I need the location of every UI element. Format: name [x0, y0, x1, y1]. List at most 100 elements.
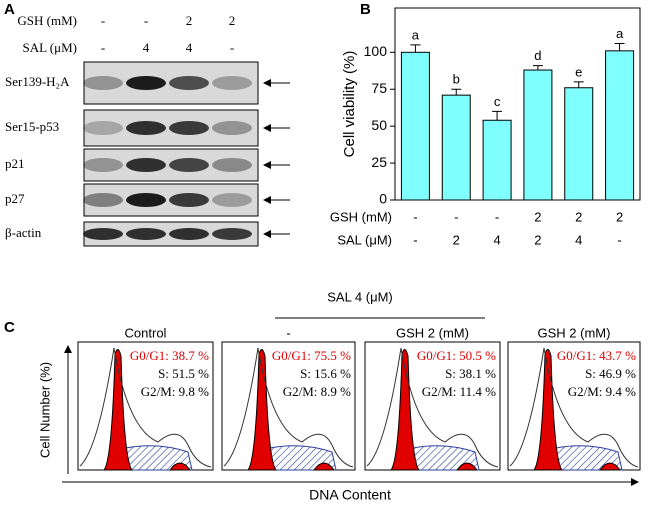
g0g1-stat: G0/G1: 43.7 %: [557, 348, 636, 363]
band: [169, 158, 209, 172]
g0g1-peak: [246, 349, 278, 471]
condition-header: GSH (mM): [330, 209, 392, 224]
condition: 2: [453, 232, 460, 247]
error-bar: [573, 81, 584, 88]
s-stat: S: 38.1 %: [445, 366, 496, 381]
condition: -: [454, 209, 458, 224]
significance-letter: d: [534, 48, 541, 63]
significance-letter: a: [412, 27, 420, 42]
s-stat: S: 46.9 %: [585, 366, 636, 381]
error-bar: [410, 44, 421, 53]
condition: 2: [534, 232, 541, 247]
band: [169, 76, 209, 90]
fit-line: [79, 347, 212, 468]
error-bar: [532, 65, 543, 71]
band: [126, 228, 166, 240]
bar: [605, 50, 635, 201]
g2m-stat: G2/M: 8.9 %: [283, 384, 351, 399]
band: [83, 193, 123, 207]
band: [83, 158, 123, 172]
panel-label: B: [360, 1, 371, 18]
panel-title: Control: [125, 325, 167, 340]
significance-letter: e: [575, 64, 582, 79]
g2m-stat: G2/M: 11.4 %: [422, 384, 496, 399]
blot-label: β-actin: [5, 225, 42, 240]
plot-frame: [394, 7, 641, 201]
row-header: SAL (μM): [22, 40, 77, 55]
lane-condition: 2: [229, 13, 236, 28]
bar: [523, 69, 553, 201]
lane-condition: 4: [186, 40, 193, 55]
condition: -: [413, 209, 417, 224]
condition: 2: [575, 209, 582, 224]
band: [83, 121, 123, 135]
band: [212, 158, 252, 172]
blot-label: p27: [5, 191, 25, 206]
g0g1-peak: [389, 349, 421, 471]
lane-condition: -: [101, 13, 105, 28]
significance-letter: a: [616, 26, 624, 41]
band: [126, 76, 166, 90]
y-tick-label: 0: [379, 191, 387, 207]
bar: [564, 87, 594, 201]
y-axis-label: Cell viability (%): [341, 51, 358, 158]
g0g1-peak: [102, 349, 134, 471]
g0g1-stat: G0/G1: 38.7 %: [130, 348, 209, 363]
g0g1-stat: G0/G1: 50.5 %: [417, 348, 496, 363]
band: [83, 76, 123, 90]
blot-label: p21: [5, 156, 25, 171]
band: [169, 228, 209, 240]
row-header: GSH (mM): [17, 13, 77, 28]
g2m-stat: G2/M: 9.4 %: [568, 384, 636, 399]
condition: -: [413, 232, 417, 247]
error-bar: [614, 42, 625, 51]
y-tick-label: 50: [371, 117, 387, 133]
fit-line: [366, 347, 499, 468]
s-phase: [123, 445, 193, 471]
group-header: SAL 4 (μM): [327, 289, 393, 304]
fit-line: [509, 347, 639, 468]
s-phase: [553, 445, 623, 471]
g2m-peak: [456, 462, 478, 471]
panel-label: C: [4, 319, 15, 336]
condition: 4: [493, 232, 500, 247]
bar: [400, 51, 430, 201]
error-bar: [451, 88, 462, 96]
band: [212, 76, 252, 90]
band: [126, 121, 166, 135]
lane-condition: 2: [186, 13, 193, 28]
band: [212, 193, 252, 207]
band: [83, 228, 123, 240]
lane-condition: -: [144, 13, 148, 28]
s-phase: [410, 445, 480, 471]
g2m-stat: G2/M: 9.8 %: [141, 384, 209, 399]
x-axis-label: DNA Content: [309, 487, 391, 503]
s-stat: S: 51.5 %: [158, 366, 209, 381]
panel-title: GSH 2 (mM): [538, 325, 611, 340]
y-tick-label: 25: [371, 154, 387, 170]
lane-condition: 4: [143, 40, 150, 55]
s-stat: S: 15.6 %: [300, 366, 351, 381]
lane-condition: -: [101, 40, 105, 55]
condition: 2: [534, 209, 541, 224]
panel-label: A: [4, 1, 15, 18]
error-bar: [492, 110, 503, 121]
g0g1-peak: [532, 349, 564, 471]
condition: -: [495, 209, 499, 224]
band: [126, 193, 166, 207]
condition: 4: [575, 232, 582, 247]
fit-line: [223, 347, 354, 468]
g0g1-stat: G0/G1: 75.5 %: [272, 348, 351, 363]
condition: 2: [616, 209, 623, 224]
s-phase: [267, 445, 337, 471]
y-tick-label: 75: [371, 80, 387, 96]
condition-header: SAL (μM): [337, 232, 392, 247]
band: [169, 121, 209, 135]
band: [212, 228, 252, 240]
significance-letter: c: [494, 94, 501, 109]
band: [126, 158, 166, 172]
bar: [441, 94, 471, 201]
y-axis-label: Cell Number (%): [37, 362, 52, 458]
blot-label: Ser139-H₂A: [5, 74, 70, 89]
